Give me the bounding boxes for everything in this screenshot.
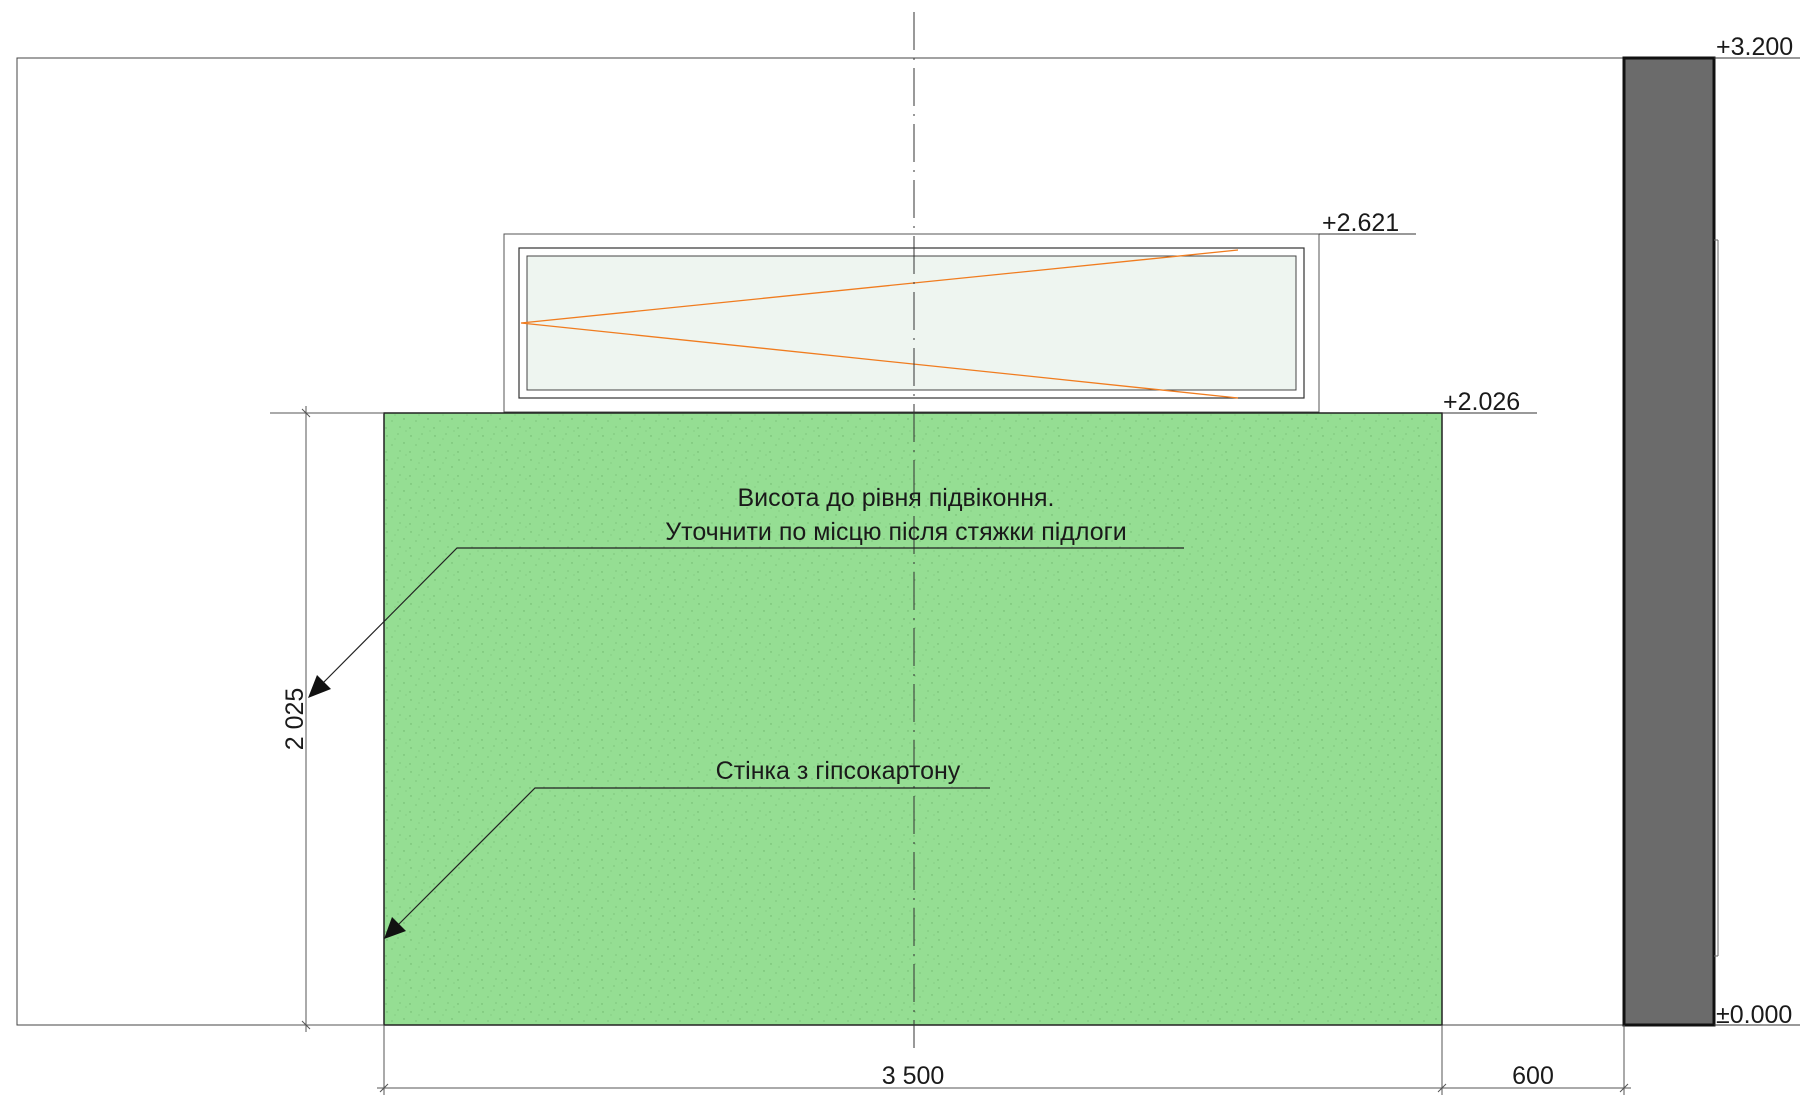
elevation-top-of-wall: +3.200 <box>1714 33 1800 61</box>
width-dimension: 3 500 600 <box>377 1025 1631 1095</box>
elevation-partition-top: +2.026 <box>1442 388 1537 416</box>
window-glass <box>526 255 1297 391</box>
partition-wall <box>383 412 1443 1026</box>
sill-note-leader: Висота до рівня підвіконня. Уточнити по … <box>308 484 1184 698</box>
height-dimension: 2 025 <box>270 406 384 1032</box>
wall-section <box>1622 56 1716 1027</box>
width-dimension-label: 3 500 <box>882 1062 945 1090</box>
elevation-window-top: +2.621 <box>1319 209 1416 237</box>
height-dimension-label: 2 025 <box>281 688 309 751</box>
sill-note-line-1: Висота до рівня підвіконня. <box>738 484 1055 512</box>
elevation-label-top: +3.200 <box>1716 33 1793 61</box>
elevation-floor: ±0.000 <box>1714 1001 1800 1029</box>
window-opening-indicator <box>520 249 1239 399</box>
sill-note-line-2: Уточнити по місцю після стяжки підлоги <box>665 518 1126 546</box>
window <box>503 233 1320 413</box>
side-offset-dimension-label: 600 <box>1512 1062 1554 1090</box>
partition-note-leader: Стінка з гіпсокартону <box>384 757 990 939</box>
elevation-label-floor: ±0.000 <box>1716 1001 1792 1029</box>
partition-note-label: Стінка з гіпсокартону <box>716 757 961 785</box>
elevation-label-partition: +2.026 <box>1443 388 1520 416</box>
elevation-label-window: +2.621 <box>1322 209 1399 237</box>
